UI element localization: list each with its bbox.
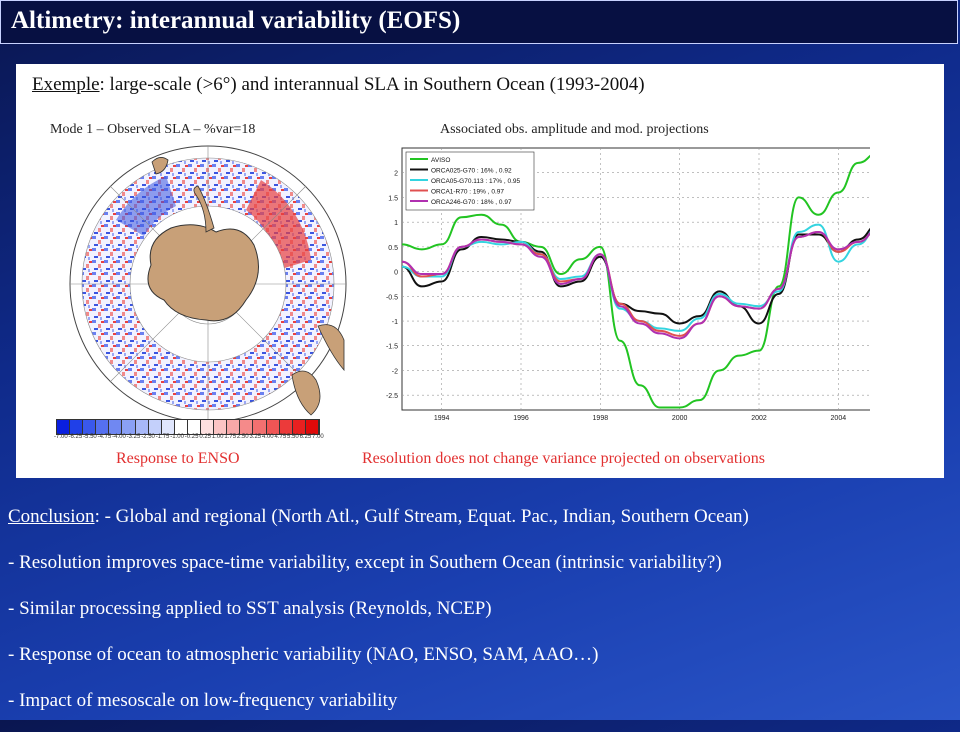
polar-sla-map [56, 140, 356, 430]
colorbar-tick-16: 4.75 [274, 434, 287, 440]
x-tick-0: 1994 [434, 415, 450, 422]
resolution-note: Resolution does not change variance proj… [362, 450, 765, 467]
sla-positive-anomaly [246, 180, 311, 270]
series-line-1 [401, 223, 879, 325]
title-bar: Altimetry: interannual variability (EOFS… [0, 0, 958, 44]
y-tick-0: 2 [394, 171, 398, 178]
y-tick-4: 0 [394, 270, 398, 277]
example-line: Exemple: large-scale (>6°) and interannu… [32, 74, 645, 96]
colorbar-tick-17: 5.50 [287, 434, 299, 440]
conclusion-line-4: - Response of ocean to atmospheric varia… [8, 644, 599, 665]
legend-label-1: ORCA025-G70 : 16% , 0.92 [431, 168, 512, 175]
colorbar-tick-15: 4.00 [261, 434, 274, 440]
figure-panel: Exemple: large-scale (>6°) and interannu… [16, 64, 944, 478]
polar-map-svg [69, 145, 347, 423]
colorbar-tick-14: 3.25 [249, 434, 262, 440]
australia-landmass [317, 324, 345, 372]
colorbar-tick-0: -7.00 [54, 434, 68, 440]
colorbar-tick-6: -2.50 [141, 434, 155, 440]
colorbar-tick-18: 6.25 [299, 434, 312, 440]
colorbar-tick-9: -0.25 [184, 434, 199, 440]
colorbar-tick-10: 0.25 [199, 434, 211, 440]
antarctica-landmass [147, 224, 259, 322]
colorbar-tick-11: 1.00 [211, 434, 224, 440]
y-tick-5: -0.5 [386, 294, 398, 301]
series-line-0 [401, 151, 879, 409]
conclusion-line-2: - Resolution improves space-time variabi… [8, 552, 722, 573]
map-caption: Mode 1 – Observed SLA – %var=18 [50, 122, 256, 137]
colorbar-tick-4: -4.00 [112, 434, 126, 440]
colorbar-ticks: -7.00 -6.25 -5.50 -4.75 -4.00 -3.25 -2.50 -1.75… [54, 434, 324, 440]
conclusion-line-5: - Impact of mesoscale on low-frequency v… [8, 690, 398, 711]
example-label: Exemple [32, 74, 100, 95]
colorbar-tick-5: -3.25 [126, 434, 141, 440]
colorbar-tick-3: -4.75 [97, 434, 112, 440]
conclusion-text-1: : - Global and regional (North Atl., Gul… [94, 506, 749, 527]
series-line-4 [401, 228, 879, 340]
legend-label-4: ORCA246-G70 : 18% , 0.97 [431, 199, 512, 206]
conclusion-label: Conclusion [8, 506, 95, 527]
x-tick-1: 1996 [513, 415, 529, 422]
legend-label-3: ORCA1-R70 : 19% , 0.97 [431, 189, 504, 196]
peninsula-landmass [193, 185, 215, 233]
conclusion-line-1: Conclusion: - Global and regional (North… [8, 502, 958, 548]
x-tick-2: 1998 [593, 415, 609, 422]
sla-negative-anomaly [116, 176, 176, 236]
x-tick-5: 2004 [831, 415, 847, 422]
timeseries-caption: Associated obs. amplitude and mod. proje… [440, 122, 709, 137]
colorbar-tick-7: -1.75 [155, 434, 170, 440]
colorbar-tick-2: -5.50 [83, 434, 97, 440]
timeseries-svg: 2 1.5 1 0.5 0 -0.5 -1 -1.5 -2 -2.5 1994 1996 1998 200… [386, 147, 879, 422]
colorbar-tick-1: -6.25 [68, 434, 83, 440]
colorbar [56, 419, 320, 435]
new-zealand-landmass [291, 370, 321, 416]
y-tick-6: -1 [392, 319, 398, 326]
enso-response-label: Response to ENSO [116, 450, 240, 467]
colorbar-tick-19: 7.00 [312, 434, 324, 440]
y-tick-1: 1.5 [388, 195, 398, 202]
colorbar-tick-13: 2.50 [236, 434, 249, 440]
legend-label-0: AVISO [431, 157, 450, 164]
legend-label-2: ORCA05-G70.113 : 17% , 0.95 [431, 178, 521, 185]
conclusion-block: Conclusion: - Global and regional (North… [8, 502, 958, 732]
y-tick-3: 0.5 [388, 245, 398, 252]
timeseries-chart: 2 1.5 1 0.5 0 -0.5 -1 -1.5 -2 -2.5 1994 1996 1998 200… [372, 142, 879, 472]
colorbar-tick-8: -1.00 [170, 434, 184, 440]
example-text: : large-scale (>6°) and interannual SLA … [99, 74, 645, 95]
y-tick-9: -2.5 [386, 393, 398, 400]
south-america-landmass [151, 157, 169, 175]
conclusion-line-3: - Similar processing applied to SST anal… [8, 598, 492, 619]
slide-title: Altimetry: interannual variability (EOFS… [11, 7, 461, 34]
y-tick-8: -2 [392, 368, 398, 375]
y-tick-2: 1 [394, 220, 398, 227]
colorbar-tick-12: 1.75 [224, 434, 237, 440]
x-tick-3: 2000 [672, 415, 688, 422]
y-tick-7: -1.5 [386, 344, 398, 351]
x-tick-4: 2002 [751, 415, 767, 422]
